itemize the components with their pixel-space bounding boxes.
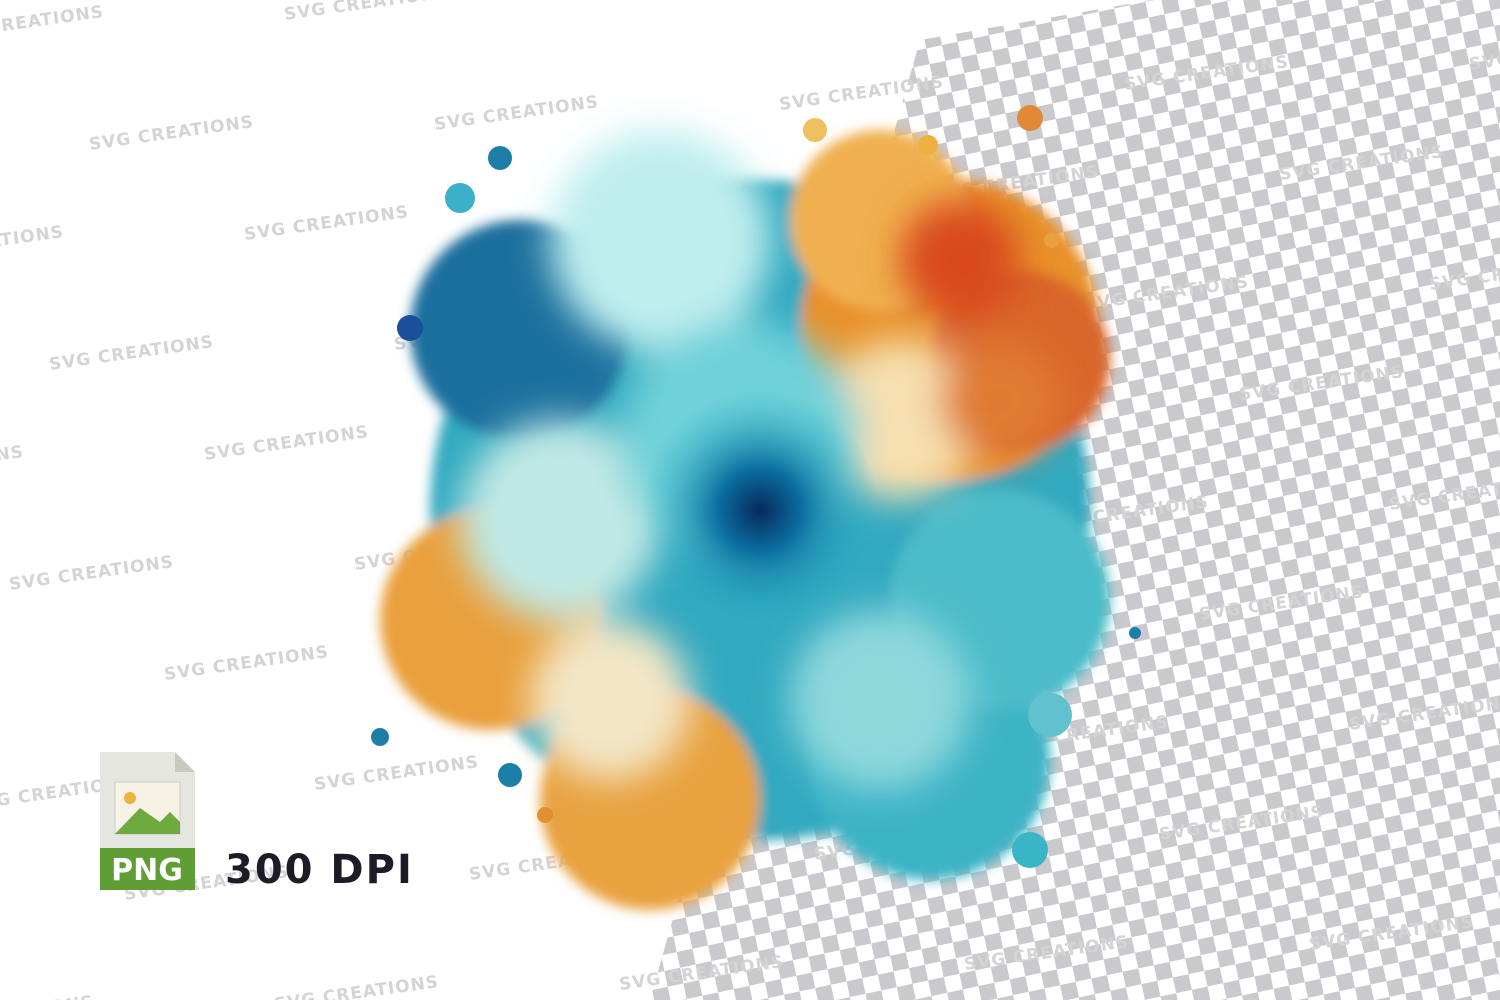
watermark: SVG CREATIONS xyxy=(163,642,330,685)
watermark: SVG CREATIONS xyxy=(88,112,255,155)
watermark: SVG CREATIONS xyxy=(433,92,600,135)
watermark: SVG CREATIONS xyxy=(48,332,215,375)
watermark: SVG CREATIONS xyxy=(0,442,25,485)
watermark: SVG CREATIONS xyxy=(243,202,410,245)
watermark: SVG CREATIONS xyxy=(628,0,795,5)
watermark: SVG CREATIONS xyxy=(283,0,450,25)
watermark: SVG CREATIONS xyxy=(313,752,480,795)
watermark: SVG CREATIONS xyxy=(8,552,175,595)
ink-splash xyxy=(371,105,1141,910)
resolution-label: 300 DPI xyxy=(225,847,414,893)
watermark: SVG CREATIONS xyxy=(0,992,95,1000)
watermark: SVG CREATIONS xyxy=(203,422,370,465)
format-label: PNG xyxy=(111,853,183,888)
watermark: SVG CREATIONS xyxy=(0,2,105,45)
format-label-box xyxy=(100,848,195,890)
watermark: SVG CREATIONS xyxy=(273,972,440,1000)
png-badge: PNG 300 DPI xyxy=(100,752,414,893)
watermark: SVG CREATIONS xyxy=(0,222,65,265)
